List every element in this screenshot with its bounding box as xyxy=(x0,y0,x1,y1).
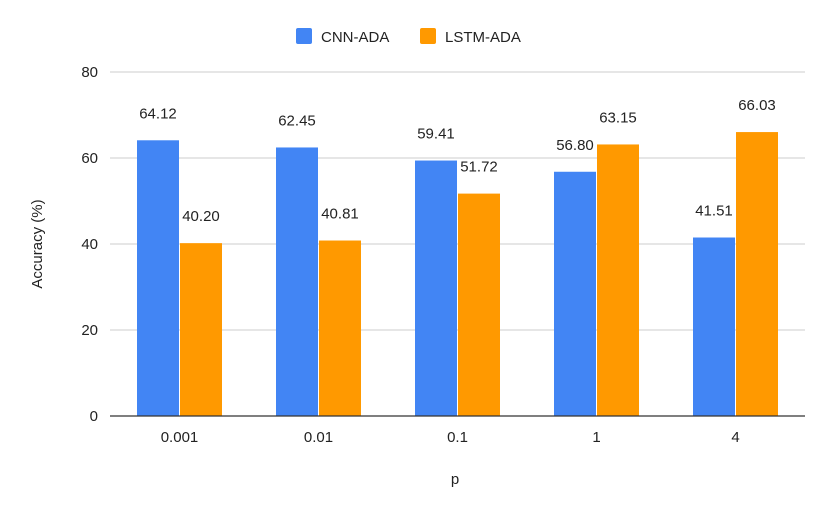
y-tick-label: 60 xyxy=(81,150,98,167)
y-tick-label: 40 xyxy=(81,236,98,253)
y-tick-label: 80 xyxy=(81,64,98,81)
bar-cnn-ada-4 xyxy=(693,237,735,416)
bars xyxy=(137,132,778,417)
bar-lstm-ada-0.01 xyxy=(319,240,361,416)
bar-cnn-ada-0.001 xyxy=(137,140,179,416)
legend-label: CNN-ADA xyxy=(321,29,389,46)
bar-cnn-ada-0.01 xyxy=(276,147,318,416)
legend: CNN-ADA LSTM-ADA xyxy=(296,28,521,46)
gridlines xyxy=(110,71,805,331)
x-tick-label: 4 xyxy=(731,429,739,446)
bar-lstm-ada-0.1 xyxy=(458,193,500,416)
data-label: 63.15 xyxy=(599,109,637,126)
x-tick-label: 0.1 xyxy=(447,429,468,446)
data-label: 56.80 xyxy=(556,137,594,154)
data-label: 51.72 xyxy=(460,159,498,176)
x-tick-label: 1 xyxy=(592,429,600,446)
x-axis-ticks: 0.001 0.01 0.1 1 4 xyxy=(161,429,740,446)
x-tick-label: 0.001 xyxy=(161,429,199,446)
legend-swatch-cnn-ada xyxy=(296,28,312,44)
data-label: 40.81 xyxy=(321,206,359,223)
y-axis-label: Accuracy (%) xyxy=(29,199,46,288)
bar-cnn-ada-0.1 xyxy=(415,160,457,416)
data-label: 64.12 xyxy=(139,105,177,122)
legend-swatch-lstm-ada xyxy=(420,28,436,44)
data-label: 62.45 xyxy=(278,112,316,129)
data-label: 40.20 xyxy=(182,208,220,225)
x-axis-label: p xyxy=(451,471,459,488)
data-label: 59.41 xyxy=(417,126,455,143)
bar-cnn-ada-1 xyxy=(554,171,596,416)
data-label: 41.51 xyxy=(695,203,733,220)
y-axis-ticks: 0 20 40 60 80 xyxy=(81,64,98,425)
x-tick-label: 0.01 xyxy=(304,429,333,446)
legend-label: LSTM-ADA xyxy=(445,29,521,46)
bar-lstm-ada-1 xyxy=(597,144,639,416)
bar-lstm-ada-0.001 xyxy=(180,243,222,416)
y-tick-label: 20 xyxy=(81,322,98,339)
data-label: 66.03 xyxy=(738,97,776,114)
bar-lstm-ada-4 xyxy=(736,132,778,417)
data-labels: 64.12 40.20 62.45 40.81 59.41 51.72 56.80 63.15… xyxy=(139,97,776,225)
y-tick-label: 0 xyxy=(90,408,98,425)
